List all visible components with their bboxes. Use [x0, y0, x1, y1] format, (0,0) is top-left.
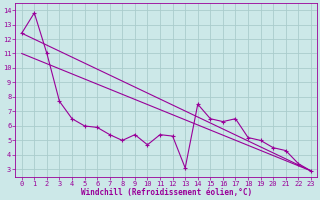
X-axis label: Windchill (Refroidissement éolien,°C): Windchill (Refroidissement éolien,°C): [81, 188, 252, 197]
